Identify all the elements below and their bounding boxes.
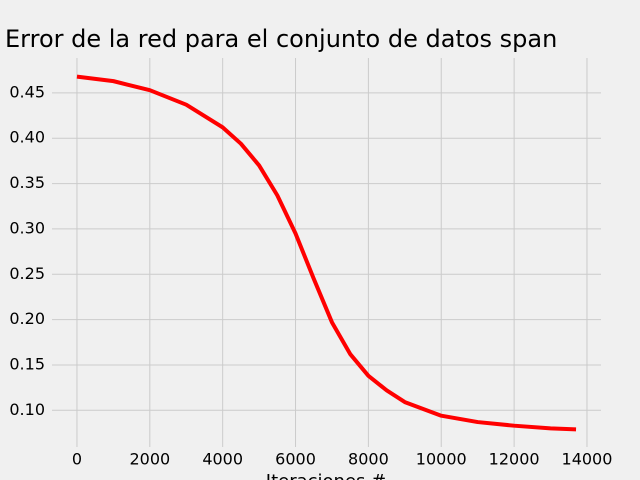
x-tick-label: 10000 <box>416 450 467 469</box>
y-tick-label: 0.30 <box>9 218 45 237</box>
x-tick-label: 4000 <box>202 450 243 469</box>
x-tick-label: 6000 <box>275 450 316 469</box>
x-axis-label: Iteraciones # <box>266 471 386 480</box>
x-tick-label: 8000 <box>348 450 389 469</box>
y-tick-label: 0.15 <box>9 354 45 373</box>
y-tick-label: 0.40 <box>9 128 45 147</box>
chart-title: Error de la red para el conjunto de dato… <box>5 25 557 53</box>
y-tick-label: 0.25 <box>9 264 45 283</box>
y-tick-label: 0.10 <box>9 400 45 419</box>
y-tick-label: 0.20 <box>9 309 45 328</box>
x-tick-label: 14000 <box>562 450 613 469</box>
x-tick-label: 2000 <box>129 450 170 469</box>
y-tick-label: 0.45 <box>9 82 45 101</box>
y-tick-label: 0.35 <box>9 173 45 192</box>
x-tick-label: 12000 <box>489 450 540 469</box>
data-line <box>76 74 577 432</box>
x-tick-label: 0 <box>72 450 82 469</box>
